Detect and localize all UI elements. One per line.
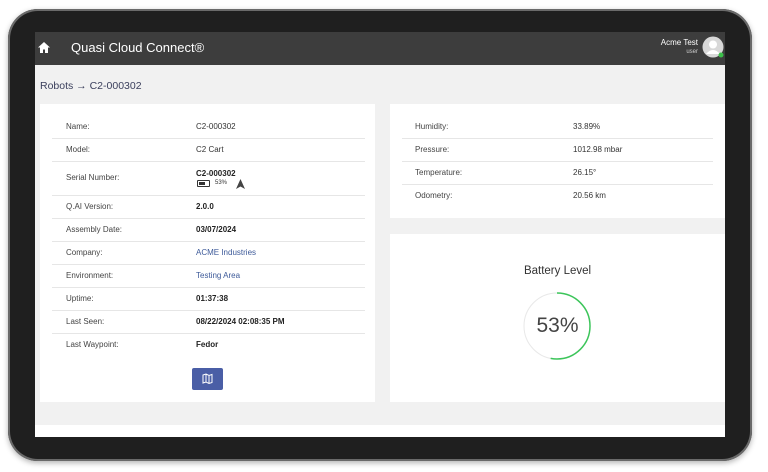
details-card: Name: C2-000302 Model: C2 Cart Serial Number…: [40, 104, 375, 402]
battery-card: Battery Level 53%: [390, 234, 725, 402]
detail-label: Environment:: [66, 271, 114, 280]
row-divider: [52, 264, 365, 265]
sensor-label: Temperature:: [415, 168, 463, 177]
detail-label: Assembly Date:: [66, 225, 123, 234]
sensor-label: Odometry:: [415, 191, 453, 200]
row-divider: [52, 287, 365, 288]
detail-value: 03/07/2024: [196, 225, 237, 234]
detail-label: Serial Number:: [66, 173, 120, 182]
sensors-card: Humidity: 33.89% Pressure: 1012.98 mbar Temp…: [390, 104, 725, 218]
row-divider: [52, 333, 365, 334]
detail-value: 2.0.0: [196, 202, 214, 211]
screen: Quasi Cloud Connect® Acme Test user Robo…: [35, 32, 725, 437]
row-divider: [52, 138, 365, 139]
detail-value: C2-000302: [196, 169, 236, 178]
serial-battery: 53%: [215, 180, 228, 186]
user-name[interactable]: Acme Test: [660, 38, 698, 47]
row-divider: [402, 161, 713, 162]
detail-label: Model:: [66, 145, 91, 154]
app-title: Quasi Cloud Connect®: [71, 40, 205, 55]
map-button[interactable]: [192, 368, 223, 390]
footer-strip: [35, 425, 725, 437]
detail-label: Uptime:: [66, 294, 94, 303]
sensor-value: 1012.98 mbar: [573, 145, 623, 154]
detail-value: Fedor: [196, 340, 219, 349]
battery-gauge: [523, 292, 591, 360]
home-icon[interactable]: [37, 41, 51, 54]
detail-label: Last Seen:: [66, 317, 105, 326]
sensor-value: 26.15°: [573, 168, 597, 177]
detail-value[interactable]: Testing Area: [196, 271, 241, 280]
sensor-label: Humidity:: [415, 122, 449, 131]
row-divider: [52, 241, 365, 242]
battery-icon: [197, 180, 210, 187]
row-divider: [52, 310, 365, 311]
detail-label: Q.AI Version:: [66, 202, 114, 211]
row-divider: [52, 195, 365, 196]
top-bar: Quasi Cloud Connect® Acme Test user: [35, 32, 725, 65]
heading-icon: [236, 179, 245, 189]
detail-label: Company:: [66, 248, 103, 257]
avatar[interactable]: [702, 36, 725, 60]
user-role: user: [686, 49, 698, 55]
row-divider: [52, 218, 365, 219]
detail-value: 01:37:38: [196, 294, 229, 303]
battery-title: Battery Level: [523, 265, 592, 277]
detail-value: 08/22/2024 02:08:35 PM: [196, 317, 285, 326]
detail-value[interactable]: ACME Industries: [196, 248, 257, 257]
row-divider: [52, 161, 365, 162]
map-icon: [202, 373, 213, 385]
row-divider: [402, 184, 713, 185]
gauge-arc: [523, 292, 591, 360]
detail-value: C2 Cart: [196, 145, 224, 154]
sensor-label: Pressure:: [415, 145, 450, 154]
battery-fill: [199, 182, 205, 185]
breadcrumb[interactable]: Robots → C2-000302: [40, 80, 142, 92]
row-divider: [402, 138, 713, 139]
sensor-value: 20.56 km: [573, 191, 606, 200]
detail-label: Last Waypoint:: [66, 340, 119, 349]
battery-label: 53%: [536, 314, 579, 337]
detail-value: C2-000302: [196, 122, 236, 131]
sensor-value: 33.89%: [573, 122, 601, 131]
detail-label: Name:: [66, 122, 90, 131]
